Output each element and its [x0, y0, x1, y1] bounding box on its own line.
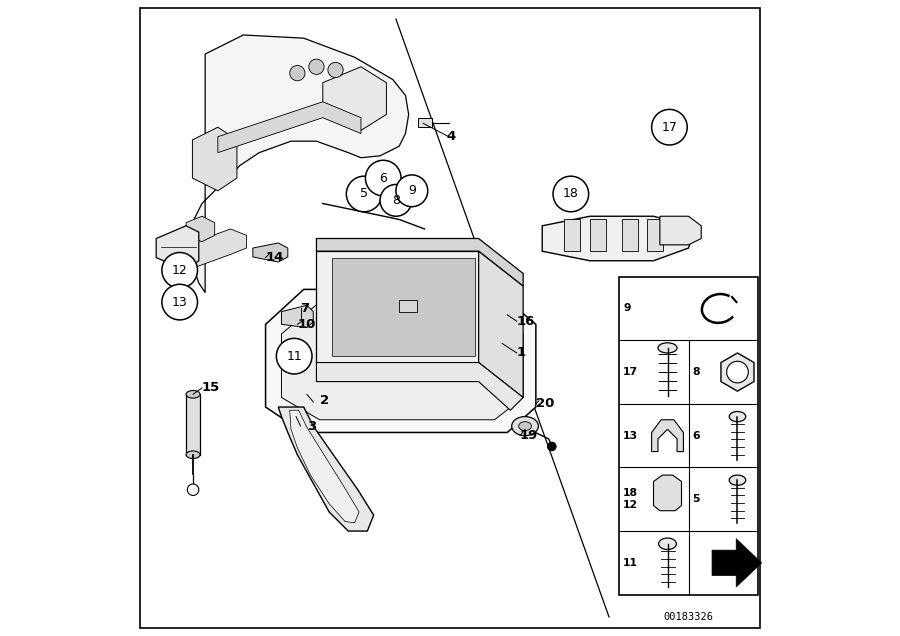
Bar [399, 300, 417, 312]
Polygon shape [282, 302, 523, 420]
Bar [618, 277, 759, 595]
Text: 5: 5 [360, 188, 368, 200]
Text: 13: 13 [172, 296, 187, 308]
Polygon shape [195, 229, 247, 267]
Circle shape [162, 284, 197, 320]
Ellipse shape [518, 422, 531, 431]
Bar [564, 219, 580, 251]
Polygon shape [653, 475, 681, 511]
Text: 11: 11 [286, 350, 302, 363]
Polygon shape [186, 216, 215, 242]
Polygon shape [290, 410, 359, 523]
Ellipse shape [512, 417, 538, 436]
Text: 9: 9 [624, 303, 631, 314]
Text: 8: 8 [692, 367, 700, 377]
Text: 4: 4 [446, 130, 456, 143]
Text: 13: 13 [623, 431, 637, 441]
Polygon shape [278, 407, 374, 531]
Text: 5: 5 [692, 494, 700, 504]
Circle shape [553, 176, 589, 212]
Text: 7: 7 [301, 302, 310, 315]
Text: 12: 12 [172, 264, 187, 277]
Bar [186, 394, 200, 455]
Text: 18: 18 [562, 188, 579, 200]
Polygon shape [218, 102, 361, 153]
Bar [418, 118, 432, 127]
Polygon shape [266, 289, 536, 432]
Text: 00183326: 00183326 [663, 612, 714, 622]
Polygon shape [323, 67, 386, 130]
Circle shape [187, 484, 199, 495]
Bar [590, 219, 606, 251]
Polygon shape [660, 216, 701, 245]
Polygon shape [317, 251, 479, 363]
Circle shape [309, 59, 324, 74]
Polygon shape [282, 305, 313, 328]
Text: 17: 17 [623, 367, 637, 377]
Text: 19: 19 [520, 429, 538, 442]
Polygon shape [332, 258, 475, 356]
Circle shape [365, 160, 401, 196]
Text: 11: 11 [623, 558, 637, 568]
Circle shape [328, 62, 343, 78]
Polygon shape [542, 216, 692, 261]
Text: 1: 1 [517, 347, 526, 359]
Text: 20: 20 [536, 398, 554, 410]
Circle shape [396, 175, 428, 207]
Ellipse shape [658, 343, 677, 353]
Circle shape [162, 252, 197, 288]
Ellipse shape [186, 391, 200, 398]
Text: 3: 3 [307, 420, 316, 432]
Polygon shape [721, 353, 754, 391]
Circle shape [380, 184, 412, 216]
Text: 6: 6 [379, 172, 387, 184]
Polygon shape [317, 363, 523, 410]
Ellipse shape [186, 451, 200, 459]
Ellipse shape [659, 538, 677, 550]
Circle shape [726, 361, 748, 383]
Polygon shape [712, 539, 761, 587]
Text: 16: 16 [517, 315, 535, 328]
Bar [647, 219, 663, 251]
Text: 6: 6 [692, 431, 700, 441]
Polygon shape [652, 420, 683, 452]
Circle shape [346, 176, 382, 212]
Text: 15: 15 [202, 382, 220, 394]
Text: 10: 10 [297, 318, 316, 331]
Circle shape [276, 338, 312, 374]
Ellipse shape [729, 475, 746, 485]
Text: 18
12: 18 12 [623, 488, 637, 510]
Text: 14: 14 [266, 251, 284, 264]
Text: 8: 8 [392, 194, 400, 207]
Text: 9: 9 [408, 184, 416, 197]
Circle shape [290, 66, 305, 81]
Circle shape [547, 442, 556, 451]
Bar [622, 219, 637, 251]
Polygon shape [157, 226, 199, 270]
Text: 17: 17 [662, 121, 678, 134]
Ellipse shape [729, 411, 746, 422]
Circle shape [652, 109, 688, 145]
Polygon shape [317, 238, 523, 286]
Polygon shape [189, 35, 409, 293]
Text: 2: 2 [320, 394, 328, 407]
Polygon shape [253, 243, 288, 262]
Polygon shape [193, 127, 237, 191]
Polygon shape [479, 251, 523, 398]
